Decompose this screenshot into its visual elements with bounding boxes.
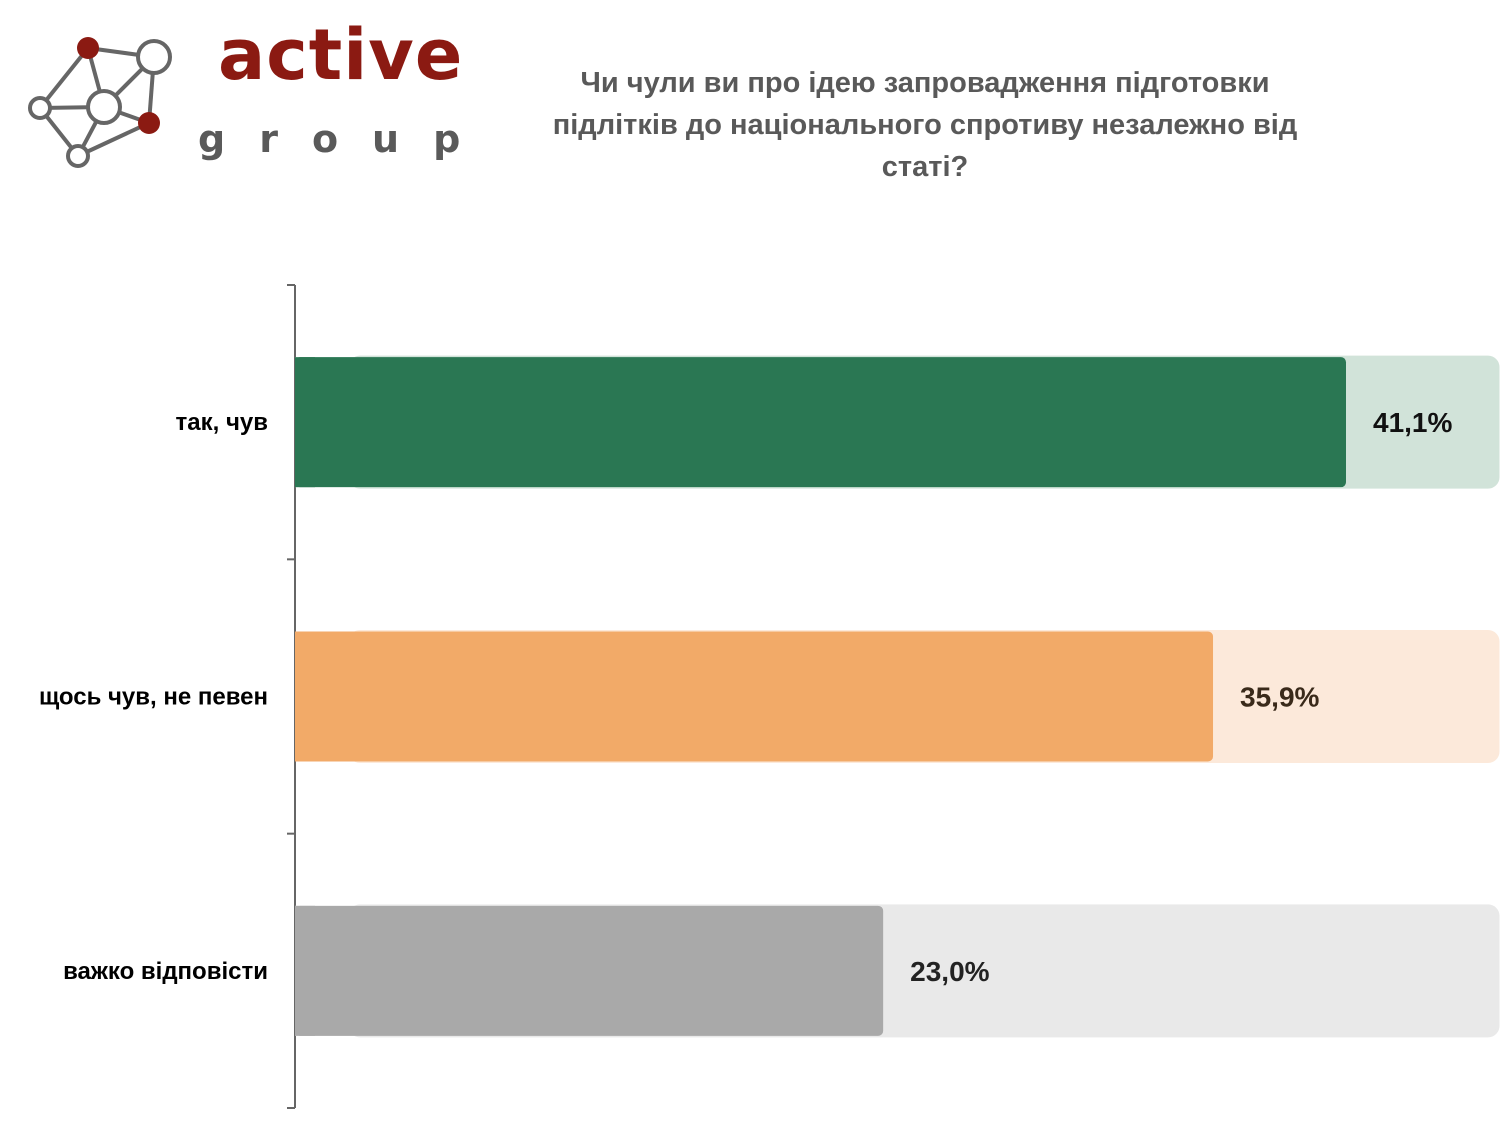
value-label: 23,0% [910,956,989,987]
category-label: важко відповісти [63,958,268,985]
active-group-logo: active group [22,20,462,175]
bar-start [295,357,315,488]
bar [295,357,1346,488]
value-label: 35,9% [1240,682,1319,713]
category-label: так, чув [176,409,268,436]
network-logo-icon [28,37,172,168]
chart-title: Чи чули ви про ідею запровадження підгот… [552,67,1298,183]
bar-start [295,631,315,762]
value-label: 41,1% [1373,407,1452,438]
logo-word-group: group [198,117,495,161]
bar-start [295,905,315,1036]
logo-word-active: active [218,14,464,96]
category-label: щось чув, не певен [39,684,268,711]
bar [295,631,1214,762]
bar [295,905,884,1036]
